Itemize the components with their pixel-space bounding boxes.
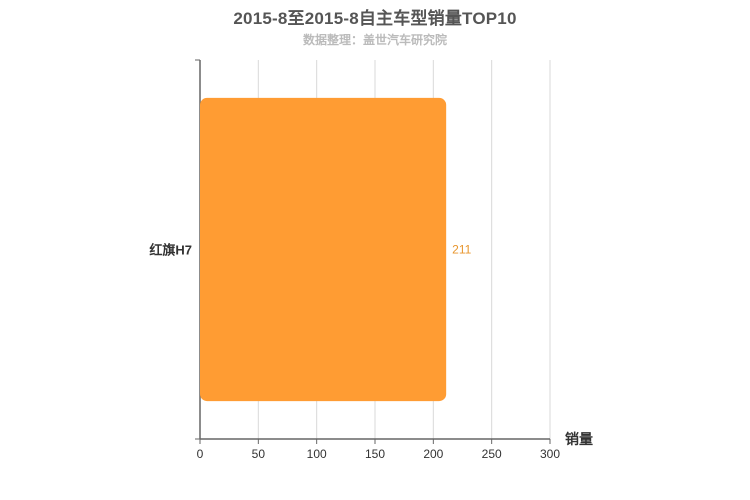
bars [200,97,447,402]
x-tick-label: 250 [482,447,502,461]
x-tick-label: 300 [540,447,560,461]
x-tick-label: 200 [423,447,443,461]
chart-subtitle: 数据整理：盖世汽车研究院 [302,33,447,47]
x-tick-label: 0 [197,447,204,461]
bar [200,97,447,402]
x-tick-label: 150 [365,447,385,461]
labels: 0 50 100 150 200 250 300 红旗H7 211 销量 [149,243,593,462]
category-label: 红旗H7 [149,243,192,258]
data-label: 211 [452,243,471,257]
x-tick-label: 50 [252,447,266,461]
chart-title: 2015-8至2015-8自主车型销量TOP10 [233,9,517,28]
x-tick-label: 100 [307,447,327,461]
x-axis-label: 销量 [565,431,593,447]
